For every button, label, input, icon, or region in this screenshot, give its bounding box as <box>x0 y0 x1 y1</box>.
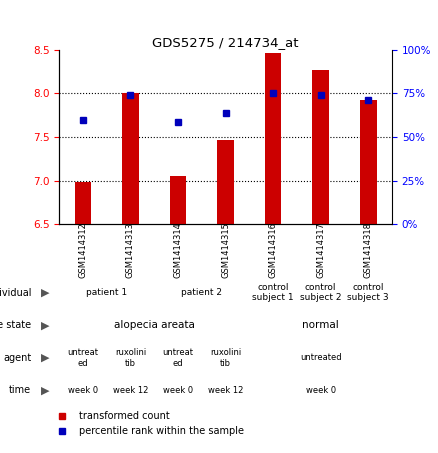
Bar <box>74 182 91 224</box>
Text: untreat
ed: untreat ed <box>162 348 194 367</box>
Text: transformed count: transformed count <box>79 411 170 421</box>
Bar <box>265 53 282 224</box>
Text: ruxolini
tib: ruxolini tib <box>115 348 146 367</box>
Text: ▶: ▶ <box>41 320 49 330</box>
Text: ▶: ▶ <box>41 386 49 395</box>
Text: GSM1414313: GSM1414313 <box>126 222 135 278</box>
Bar <box>217 140 234 224</box>
Text: disease state: disease state <box>0 320 32 330</box>
Text: GSM1414315: GSM1414315 <box>221 222 230 278</box>
Text: GSM1414314: GSM1414314 <box>173 222 183 278</box>
Text: control
subject 2: control subject 2 <box>300 283 342 302</box>
Text: week 0: week 0 <box>68 386 98 395</box>
Text: agent: agent <box>3 353 32 363</box>
Bar <box>312 70 329 224</box>
Bar <box>170 176 186 224</box>
Text: ▶: ▶ <box>41 288 49 298</box>
Text: control
subject 3: control subject 3 <box>347 283 389 302</box>
Text: week 12: week 12 <box>113 386 148 395</box>
Text: week 0: week 0 <box>306 386 336 395</box>
Text: patient 2: patient 2 <box>181 288 223 297</box>
Text: individual: individual <box>0 288 32 298</box>
Bar <box>360 100 377 224</box>
Text: GSM1414316: GSM1414316 <box>268 222 278 278</box>
Text: ruxolini
tib: ruxolini tib <box>210 348 241 367</box>
Bar <box>122 93 139 224</box>
Text: percentile rank within the sample: percentile rank within the sample <box>79 426 244 436</box>
Text: week 12: week 12 <box>208 386 243 395</box>
Text: patient 1: patient 1 <box>86 288 127 297</box>
Text: week 0: week 0 <box>163 386 193 395</box>
Title: GDS5275 / 214734_at: GDS5275 / 214734_at <box>152 36 299 48</box>
Text: alopecia areata: alopecia areata <box>114 320 194 330</box>
Text: control
subject 1: control subject 1 <box>252 283 294 302</box>
Text: untreat
ed: untreat ed <box>67 348 99 367</box>
Text: GSM1414318: GSM1414318 <box>364 222 373 278</box>
Text: untreated: untreated <box>300 353 342 362</box>
Text: time: time <box>9 386 32 395</box>
Text: normal: normal <box>302 320 339 330</box>
Text: GSM1414317: GSM1414317 <box>316 222 325 278</box>
Text: ▶: ▶ <box>41 353 49 363</box>
Text: GSM1414312: GSM1414312 <box>78 222 88 278</box>
